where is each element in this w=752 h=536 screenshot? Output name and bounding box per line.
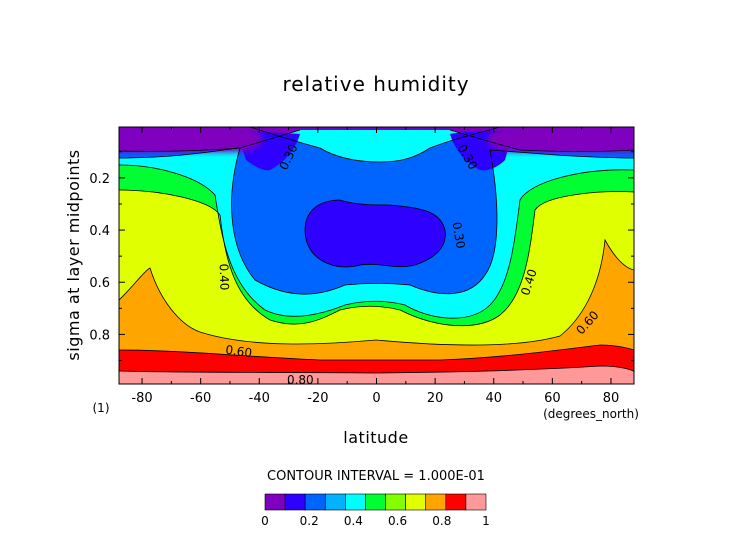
y-tick-label: 0.8 xyxy=(89,328,110,343)
y-tick-label: 0.6 xyxy=(89,276,110,291)
band-0.4-0.5-top xyxy=(250,127,500,162)
x-tick-label: -60 xyxy=(190,391,211,406)
contour-lines xyxy=(119,127,634,374)
contour-interval-label: CONTOUR INTERVAL = 1.000E-01 xyxy=(267,469,485,484)
x-tick-label: 20 xyxy=(427,391,444,406)
y-tick-label: 0.4 xyxy=(89,224,110,239)
colorbar xyxy=(264,493,487,511)
contour-label: 0.40 xyxy=(217,263,232,290)
colorbar-tick-label: 0 xyxy=(261,514,269,528)
x-unit-label: (degrees_north) xyxy=(543,407,639,421)
corner-label: (1) xyxy=(93,401,110,415)
plot-area: 0.40 0.400.600.600.800.30 0.300.30 xyxy=(118,126,635,387)
colorbar-tick-label: 0.8 xyxy=(432,514,451,528)
contour-label: 0.60 xyxy=(225,343,253,361)
colorbar-swatch xyxy=(425,493,447,511)
x-tick-label: 0 xyxy=(372,391,380,406)
colorbar-tick-label: 0.6 xyxy=(388,514,407,528)
colorbar-swatch xyxy=(465,493,487,511)
x-tick-label: 40 xyxy=(485,391,502,406)
colorbar-swatch xyxy=(264,493,286,511)
colorbar-swatch xyxy=(345,493,366,511)
x-tick-label: -20 xyxy=(307,391,328,406)
colorbar-tick-label: 0.4 xyxy=(344,514,363,528)
chart-title: relative humidity xyxy=(282,72,469,96)
colorbar-swatch xyxy=(304,493,326,511)
colorbar-tick-label: 0.2 xyxy=(300,514,319,528)
colorbar-swatch xyxy=(405,493,427,511)
contour-fill xyxy=(119,127,634,384)
colorbar-swatch xyxy=(445,493,467,511)
colorbar-swatch xyxy=(284,493,306,511)
x-tick-label: -40 xyxy=(249,391,270,406)
band-edge-purple-left xyxy=(119,127,263,152)
band-edge-purple-right xyxy=(487,127,634,152)
contour-label: 0.80 xyxy=(287,373,314,387)
colorbar-tick-label: 1 xyxy=(482,514,490,528)
x-axis: -80 -60 -40 -20 0 20 40 60 80 xyxy=(131,127,619,406)
x-tick-label: 80 xyxy=(603,391,620,406)
y-tick-label: 0.2 xyxy=(89,172,110,187)
x-tick-label: -80 xyxy=(131,391,152,406)
colorbar-swatch xyxy=(324,493,346,511)
y-axis-label: sigma at layer midpoints xyxy=(64,149,83,360)
x-axis-label: latitude xyxy=(343,428,408,447)
contour-label: 0.30 xyxy=(449,221,467,250)
y-axis: 0.2 0.4 0.6 0.8 xyxy=(89,151,634,362)
colorbar-ticks: 0 0.2 0.4 0.6 0.8 1 xyxy=(261,514,490,528)
colorbar-swatch xyxy=(365,493,386,511)
band-0.2-0.3-core xyxy=(305,200,446,267)
x-tick-label: 60 xyxy=(544,391,561,406)
colorbar-swatch xyxy=(385,493,406,511)
